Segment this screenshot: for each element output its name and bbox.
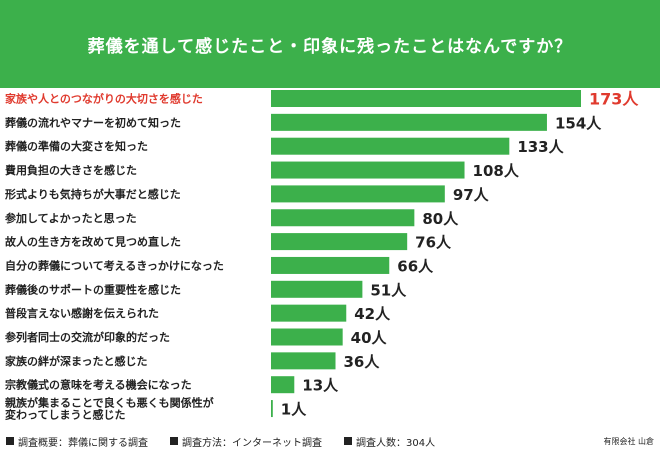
value-label: 1人 — [281, 401, 307, 419]
square-bullet-icon — [170, 437, 178, 445]
bar — [271, 280, 363, 298]
bar — [271, 256, 390, 274]
category-label: 形式よりも気持ちが大事だと感じた — [5, 187, 181, 201]
bar — [271, 209, 415, 227]
category-label: 自分の葬儀について考えるきっかけになった — [5, 258, 224, 272]
value-label: 108人 — [473, 162, 520, 180]
value-label: 42人 — [354, 305, 391, 323]
footer-overview-text: 調査概要：葬儀に関する調査 — [18, 437, 148, 449]
category-label: 故人の生き方を改めて見つめ直した — [5, 235, 181, 249]
value-label: 51人 — [370, 281, 407, 299]
category-label: 参列者同士の交流が印象的だった — [5, 330, 170, 344]
bar — [271, 400, 273, 418]
value-label: 40人 — [351, 329, 388, 347]
value-label: 154人 — [555, 114, 602, 132]
value-label: 133人 — [517, 138, 564, 156]
category-label: 家族や人とのつながりの大切さを感じた — [5, 92, 203, 106]
value-label: 97人 — [453, 186, 490, 204]
category-label: 参加してよかったと思った — [5, 211, 137, 225]
chart-title: 葬儀を通して感じたこと・印象に残ったことはなんですか？ — [87, 36, 573, 57]
survey-footer: 調査概要：葬儀に関する調査 調査方法：インターネット調査 調査人数：304人 有… — [6, 433, 654, 449]
footer-count-text: 調査人数：304人 — [356, 437, 436, 449]
footer-item-method: 調査方法：インターネット調査 — [170, 434, 322, 449]
category-label: 宗教儀式の意味を考える機会になった — [5, 378, 192, 392]
value-label: 80人 — [422, 210, 459, 228]
bar — [271, 233, 408, 251]
chart-header: 葬儀を通して感じたこと・印象に残ったことはなんですか？ — [0, 0, 660, 88]
value-label: 76人 — [415, 234, 452, 252]
bar — [271, 90, 581, 107]
bar — [271, 185, 445, 203]
value-label: 36人 — [344, 353, 381, 371]
category-label: 葬儀の準備の大変さを知った — [5, 139, 148, 153]
value-label: 173人 — [589, 90, 639, 109]
value-label: 13人 — [302, 377, 339, 395]
footer-item-overview: 調査概要：葬儀に関する調査 — [6, 434, 148, 449]
square-bullet-icon — [344, 437, 352, 445]
bar — [271, 137, 510, 155]
bar — [271, 113, 547, 131]
bar — [271, 304, 347, 322]
category-label: 葬儀の流れやマナーを初めて知った — [5, 115, 181, 129]
bar — [271, 376, 295, 394]
category-label: 費用負担の大きさを感じた — [4, 163, 137, 177]
square-bullet-icon — [6, 437, 14, 445]
category-label: 家族の絆が深まったと感じた — [5, 354, 148, 368]
value-label: 66人 — [397, 257, 434, 275]
category-label: 親族が集まることで良くも悪くも関係性が変わってしまうと感じた — [5, 396, 214, 422]
bar — [271, 328, 343, 346]
footer-item-count: 調査人数：304人 — [344, 434, 435, 449]
footer-credit: 有限会社 山倉 — [603, 436, 654, 446]
bar — [271, 161, 465, 179]
category-label: 葬儀後のサポートの重要性を感じた — [5, 282, 181, 296]
bar — [271, 352, 336, 370]
footer-method-text: 調査方法：インターネット調査 — [182, 437, 322, 449]
category-label: 普段言えない感謝を伝えられた — [5, 306, 159, 320]
